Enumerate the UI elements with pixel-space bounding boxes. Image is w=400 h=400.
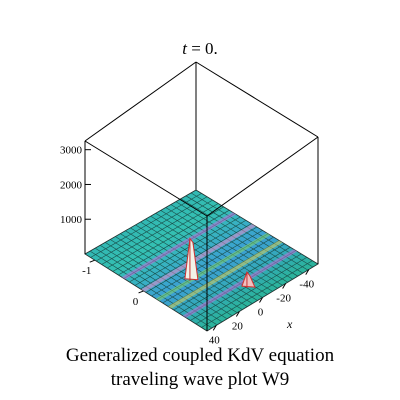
z-axis: 1000 2000 3000 bbox=[60, 145, 91, 226]
y-tick-mark bbox=[89, 259, 95, 263]
surface-floor bbox=[84, 189, 319, 332]
x-tick-mark bbox=[212, 325, 217, 331]
x-tick-label: 20 bbox=[232, 320, 244, 332]
x-tick-mark bbox=[282, 283, 287, 289]
caption-line-1: Generalized coupled KdV equation bbox=[65, 345, 335, 366]
surface-color-band bbox=[121, 212, 237, 280]
y-tick-label: -1 bbox=[82, 265, 91, 277]
x-tick-label: -40 bbox=[299, 279, 314, 291]
surface-color-band bbox=[155, 232, 271, 301]
z-tick-label: 2000 bbox=[60, 179, 83, 191]
floor-grid-line bbox=[165, 207, 288, 283]
chart-title: t = 0. bbox=[182, 39, 218, 58]
floor-grid-line bbox=[180, 198, 304, 274]
x-tick-mark bbox=[305, 269, 310, 275]
floor-grid-line bbox=[150, 215, 273, 292]
y-axis: -1 0 bbox=[82, 259, 144, 308]
wave-peak bbox=[184, 237, 199, 281]
floor-grid-line bbox=[201, 260, 313, 328]
box-front-edges bbox=[84, 136, 319, 331]
y-tick-label: 0 bbox=[133, 296, 139, 308]
z-tick-label: 3000 bbox=[60, 145, 83, 157]
x-tick-mark bbox=[235, 311, 240, 317]
x-tick-mark bbox=[259, 297, 263, 303]
surface-color-band bbox=[141, 224, 256, 292]
floor-grid-line bbox=[160, 210, 283, 286]
x-axis-label: x bbox=[286, 317, 293, 331]
floor-grid-line bbox=[195, 257, 308, 325]
surface-color-band bbox=[167, 240, 283, 309]
floor-grid-line bbox=[170, 204, 293, 280]
x-tick-label: 0 bbox=[258, 307, 264, 319]
x-axis: -40 -20 0 20 40 x bbox=[209, 269, 315, 345]
wave-peak bbox=[241, 270, 256, 288]
floor-grid-line bbox=[155, 213, 278, 289]
caption-line-2: traveling wave plot W9 bbox=[110, 369, 290, 390]
floor-grid-line bbox=[190, 192, 314, 268]
x-tick-label: 40 bbox=[209, 334, 221, 345]
floor-grid-line bbox=[185, 195, 309, 271]
box-back-edges bbox=[84, 61, 319, 190]
surface-plot: t = 0. 1000 2000 3000 -1 0 -40 -20 0 20 40 x bbox=[60, 39, 319, 345]
z-tick-label: 1000 bbox=[60, 214, 83, 226]
floor-grid-line bbox=[190, 253, 302, 321]
floor-grid-line bbox=[179, 246, 291, 314]
surface-color-band bbox=[182, 249, 298, 318]
floor-grid-line bbox=[145, 226, 258, 293]
floor-grid-line bbox=[175, 201, 298, 277]
x-tick-label: -20 bbox=[276, 293, 291, 305]
y-tick-mark bbox=[138, 290, 144, 294]
wave-peaks bbox=[184, 237, 256, 289]
floor-grid-line bbox=[162, 236, 274, 304]
floor-grid-line bbox=[173, 243, 285, 311]
